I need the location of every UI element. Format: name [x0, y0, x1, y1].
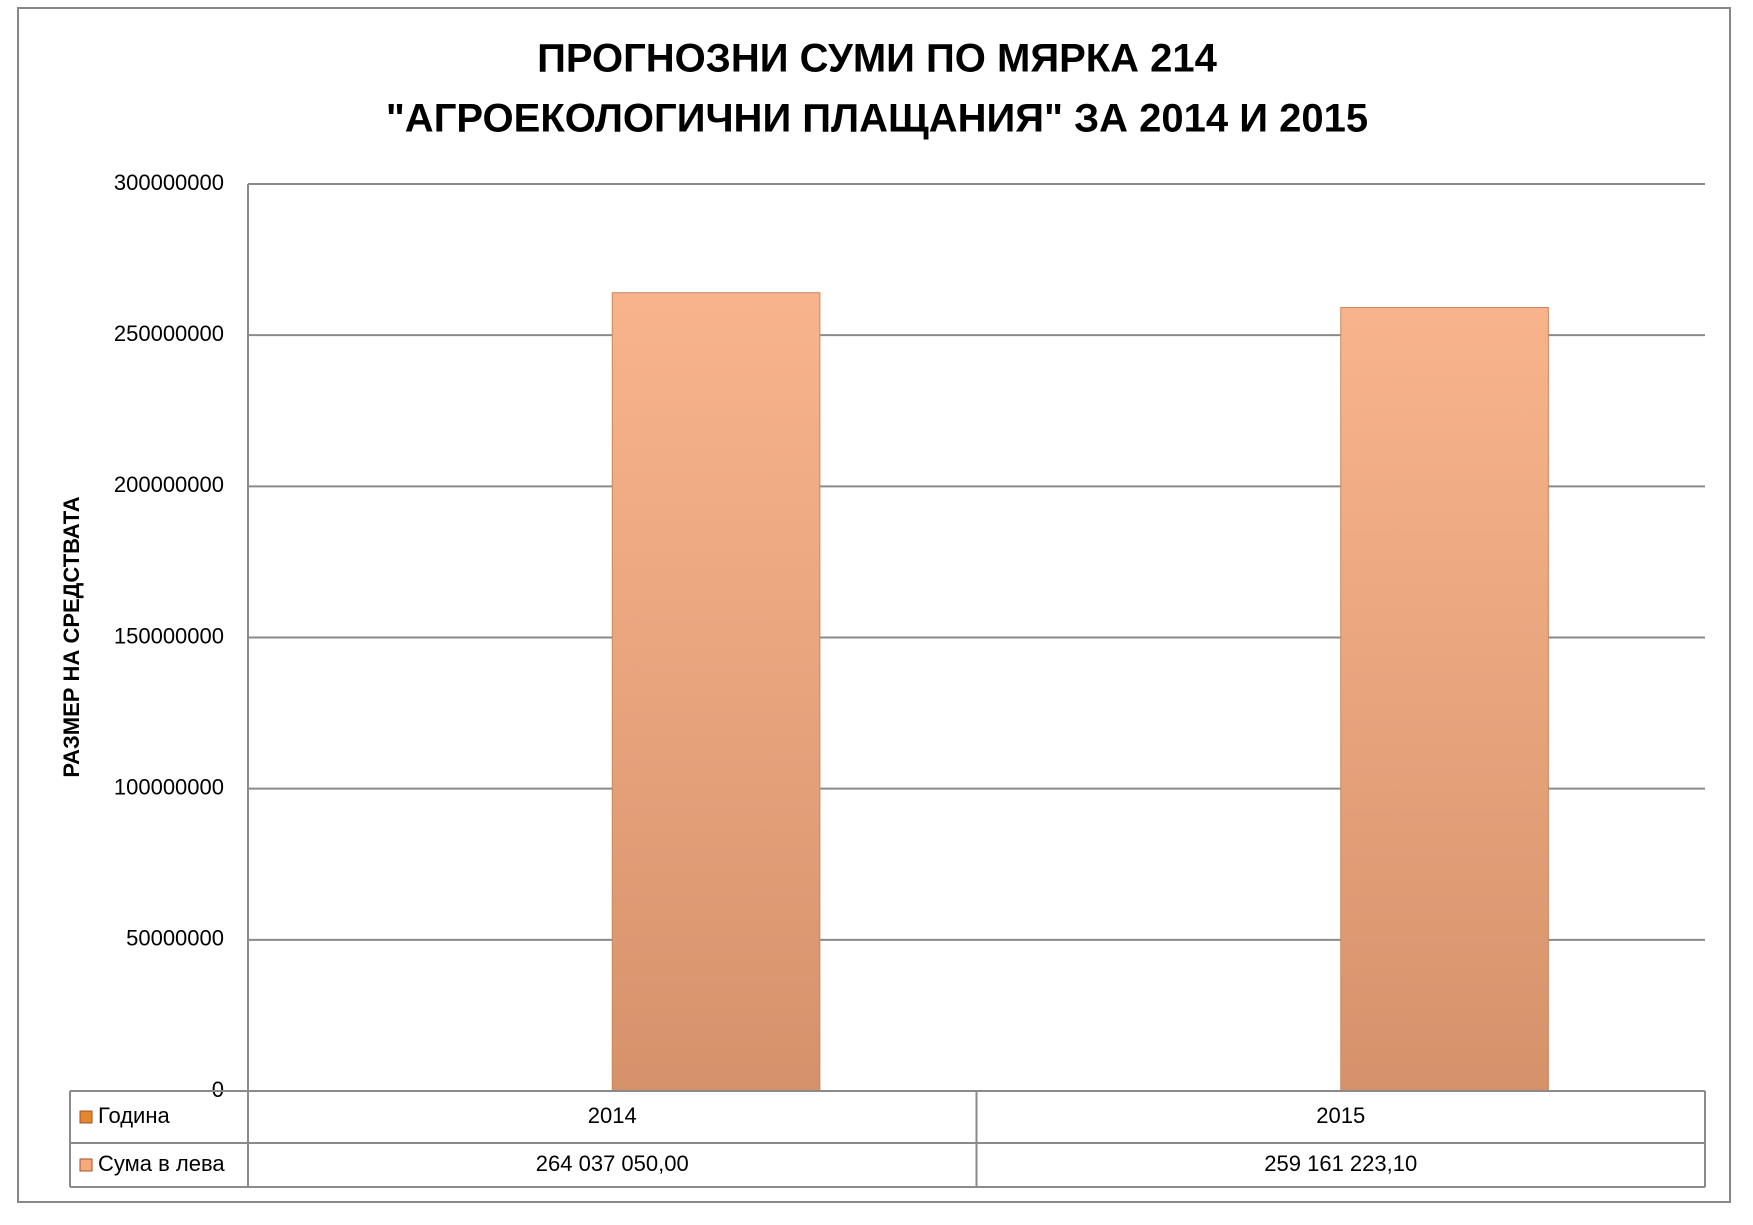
- y-tick-label: 100000000: [114, 774, 224, 799]
- y-tick-label: 300000000: [114, 170, 224, 195]
- bar-shade: [1340, 306, 1549, 1092]
- table-value: 259 161 223,10: [1264, 1151, 1417, 1176]
- table-value: 2014: [588, 1103, 637, 1128]
- legend-label: Година: [98, 1103, 170, 1128]
- y-tick-label: 50000000: [126, 926, 224, 951]
- y-tick-label: 200000000: [114, 472, 224, 497]
- y-tick-label: 150000000: [114, 623, 224, 648]
- legend-label: Сума в лева: [98, 1151, 225, 1176]
- chart-title: "АГРОЕКОЛОГИЧНИ ПЛАЩАНИЯ" ЗА 2014 И 2015: [386, 97, 1368, 141]
- chart-title: ПРОГНОЗНИ СУМИ ПО МЯРКА 214: [537, 37, 1218, 81]
- y-tick-label: 250000000: [114, 321, 224, 346]
- bar-shade: [611, 292, 821, 1092]
- table-value: 264 037 050,00: [536, 1151, 689, 1176]
- y-tick-label: 0: [212, 1077, 224, 1102]
- legend-key: [79, 1158, 93, 1172]
- table-value: 2015: [1316, 1103, 1365, 1128]
- legend-key: [79, 1110, 93, 1124]
- y-axis-label: РАЗМЕР НА СРЕДСТВАТА: [59, 496, 84, 777]
